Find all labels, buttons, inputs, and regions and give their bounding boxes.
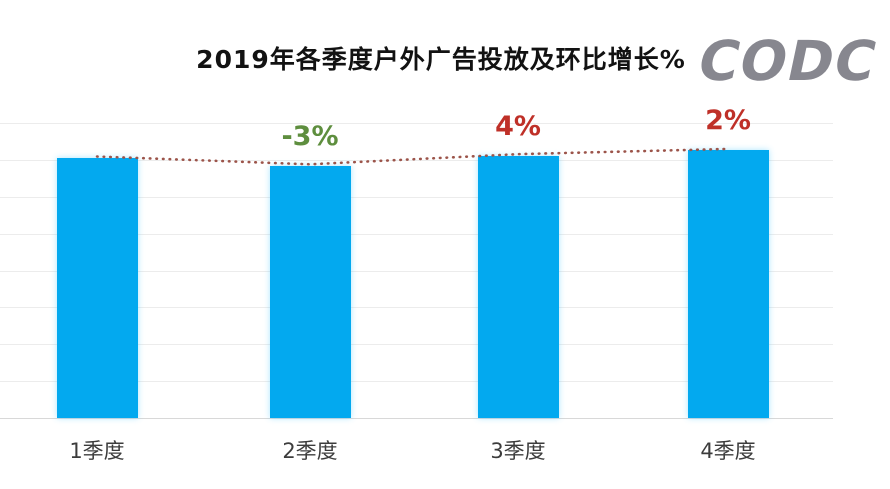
bar-q3 — [477, 155, 559, 418]
bar-q2 — [269, 165, 351, 418]
growth-label-q4: 2% — [705, 105, 751, 137]
gridline — [0, 344, 833, 345]
bar-q4 — [687, 150, 769, 418]
x-axis-line — [0, 418, 833, 419]
x-axis-label-q2: 2季度 — [282, 439, 338, 463]
gridline — [0, 381, 833, 382]
growth-label-q2: -3% — [281, 120, 339, 152]
bar-q1 — [56, 158, 138, 418]
x-axis-label-q3: 3季度 — [490, 439, 546, 463]
gridline — [0, 307, 833, 308]
chart-title: 2019年各季度户外广告投放及环比增长% — [196, 45, 686, 74]
gridline — [0, 197, 833, 198]
x-axis-label-q1: 1季度 — [69, 439, 125, 463]
gridline — [0, 271, 833, 272]
growth-label-q3: 4% — [495, 110, 541, 142]
x-axis-label-q4: 4季度 — [700, 439, 756, 463]
gridline — [0, 234, 833, 235]
gridline — [0, 123, 833, 124]
